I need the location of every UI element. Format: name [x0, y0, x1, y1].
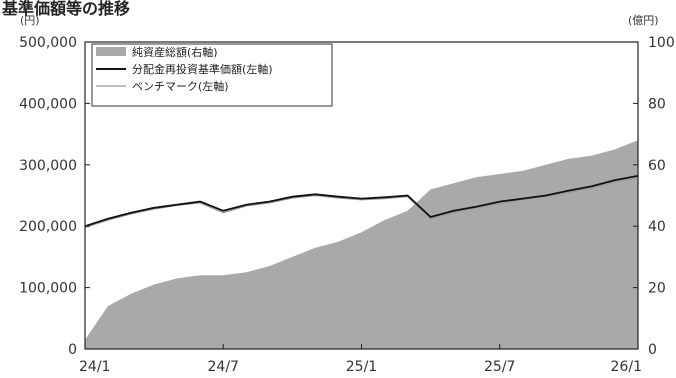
right-tick-label: 80 [648, 96, 666, 112]
series-nav-line [84, 175, 639, 228]
legend-swatch [96, 47, 126, 56]
right-tick-label: 0 [648, 342, 657, 358]
right-axis: 0 20 40 60 80 100 [633, 35, 675, 358]
right-tick-label: 100 [648, 35, 675, 51]
left-axis: 0 100,000 200,000 300,000 400,000 500,000 [19, 35, 90, 358]
left-tick-label: 400,000 [19, 96, 77, 112]
area-layer [85, 140, 638, 349]
legend: 純資産総額(右軸) 分配金再投資基準価額(左軸) ベンチマーク(左軸) [91, 43, 333, 107]
x-tick-label: 25/1 [346, 359, 377, 375]
line-layer [84, 175, 639, 228]
left-tick-label: 100,000 [19, 281, 77, 297]
left-tick-label: 300,000 [19, 158, 77, 174]
right-tick-label: 60 [648, 158, 666, 174]
chart-title: 基準価額等の推移 [1, 0, 130, 18]
y-right-unit: (億円) [628, 14, 659, 27]
x-tick-label: 24/7 [208, 359, 239, 375]
legend-label: ベンチマーク(左軸) [132, 79, 229, 93]
x-tick-label: 24/1 [79, 359, 110, 375]
left-tick-label: 200,000 [19, 219, 77, 235]
x-axis: 24/1 24/7 25/1 25/7 26/1 [79, 344, 642, 375]
series-net-assets-area [85, 140, 638, 349]
legend-label: 分配金再投資基準価額(左軸) [132, 62, 273, 76]
legend-box [91, 43, 333, 107]
left-tick-label: 0 [68, 342, 77, 358]
left-tick-label: 500,000 [19, 35, 77, 51]
legend-label: 純資産総額(右軸) [132, 45, 218, 59]
y-left-unit: (円) [20, 14, 40, 27]
x-tick-label: 25/7 [484, 359, 515, 375]
x-tick-label: 26/1 [611, 359, 642, 375]
right-tick-label: 40 [648, 219, 666, 235]
right-tick-label: 20 [648, 281, 666, 297]
